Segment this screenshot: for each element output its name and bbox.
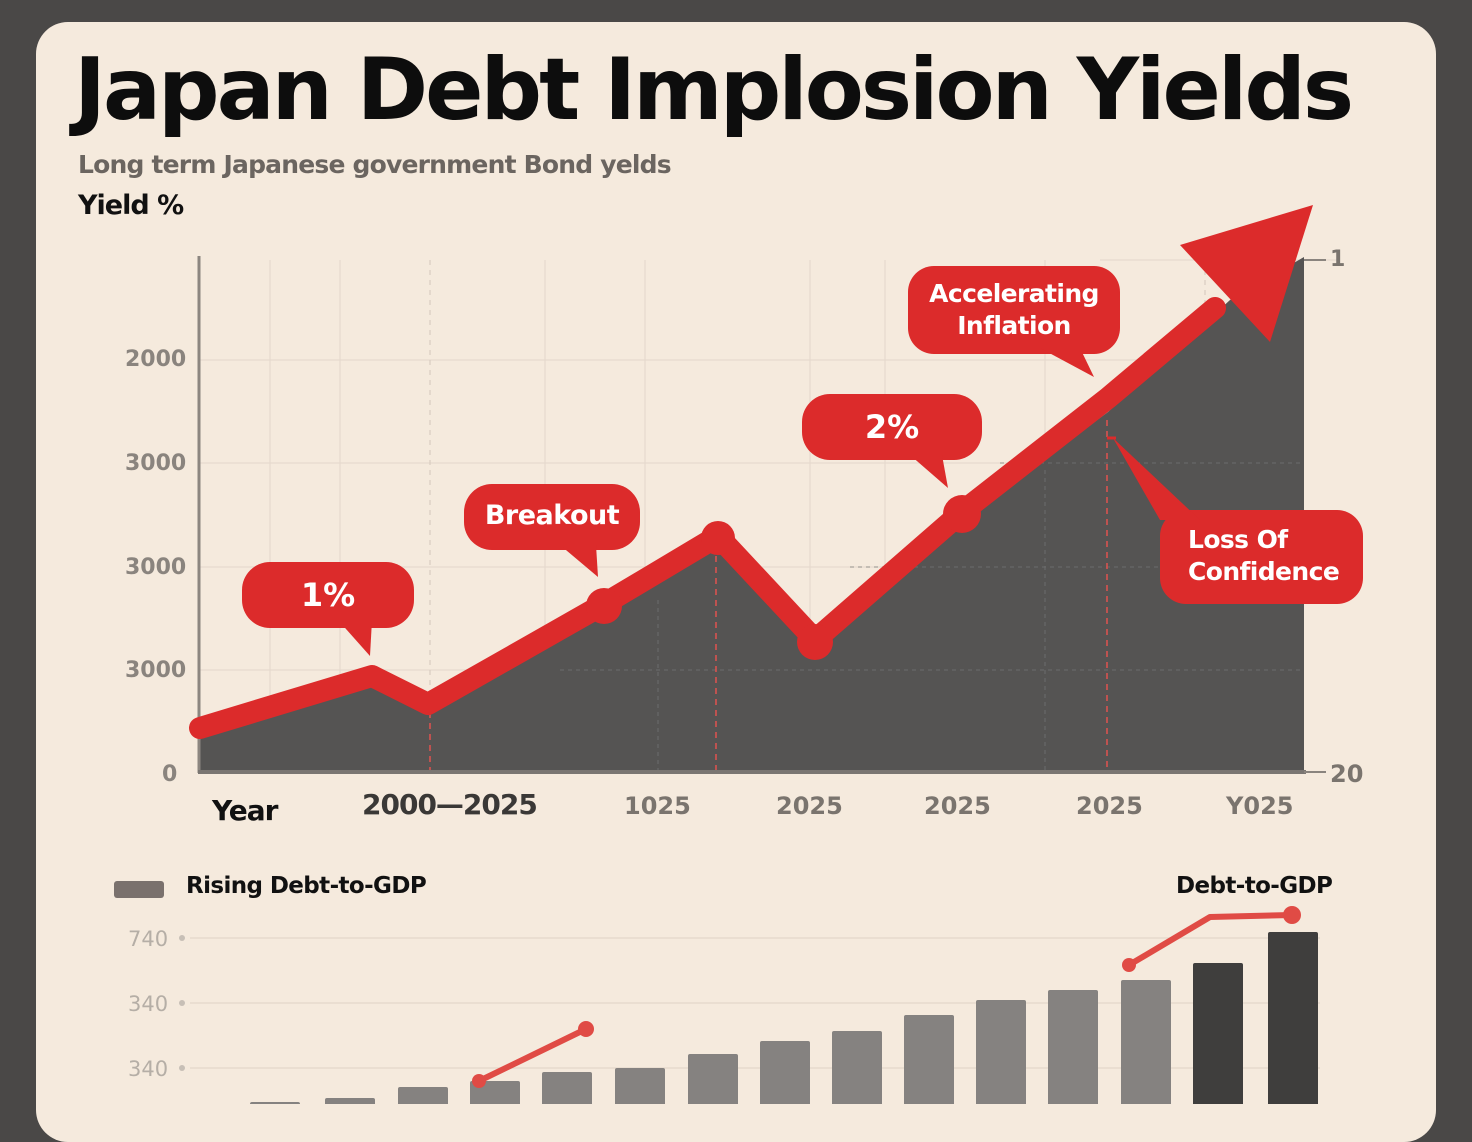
y-tick: 3000 — [125, 555, 187, 580]
annotation-2pct: 2% — [864, 408, 920, 446]
x-tick: Y025 — [1226, 792, 1294, 820]
x-tick: 1025 — [624, 792, 691, 820]
y-axis-unit: Yield % — [78, 190, 184, 221]
annotation-loss-of-confidence: Loss Of Confidence — [1188, 525, 1340, 586]
chart-subtitle: Long term Japanese government Bond yelds — [78, 150, 672, 179]
annotation-breakout: Breakout — [484, 500, 620, 531]
right-tick: 20 — [1330, 760, 1364, 788]
x-tick: 2025 — [1076, 792, 1143, 820]
annotation-accelerating-inflation: Accelerating Inflation — [929, 279, 1099, 340]
legend-swatch — [114, 881, 164, 898]
page-title: Japan Debt Implosion Yields — [74, 40, 1354, 140]
annotation-1pct: 1% — [300, 576, 356, 614]
debt-bars — [250, 932, 1318, 1104]
y-tick: 3000 — [125, 658, 187, 683]
x-tick: 2025 — [924, 792, 991, 820]
lower-y-tick: 740 — [128, 927, 169, 951]
right-tick: 1 — [1330, 247, 1346, 272]
debt-line-label: Debt-to-GDP — [1176, 873, 1333, 899]
debt-line — [476, 912, 1295, 1084]
lower-y-tick: 340 — [128, 992, 169, 1016]
y-tick: 2000 — [125, 347, 187, 372]
legend-label: Rising Debt-to-GDP — [186, 873, 427, 899]
x-tick: 2025 — [776, 792, 843, 820]
yield-arrow-head — [1180, 205, 1313, 342]
y-tick: 0 — [162, 762, 178, 787]
annotation-bubbles — [242, 266, 1363, 656]
yield-area — [200, 257, 1304, 772]
main-chart-svg — [114, 205, 1363, 1104]
lower-y-tick: 340 — [128, 1057, 169, 1081]
y-tick: 3000 — [125, 451, 187, 476]
x-tick: 2000—2025 — [362, 788, 538, 821]
x-axis-label: Year — [212, 794, 278, 827]
